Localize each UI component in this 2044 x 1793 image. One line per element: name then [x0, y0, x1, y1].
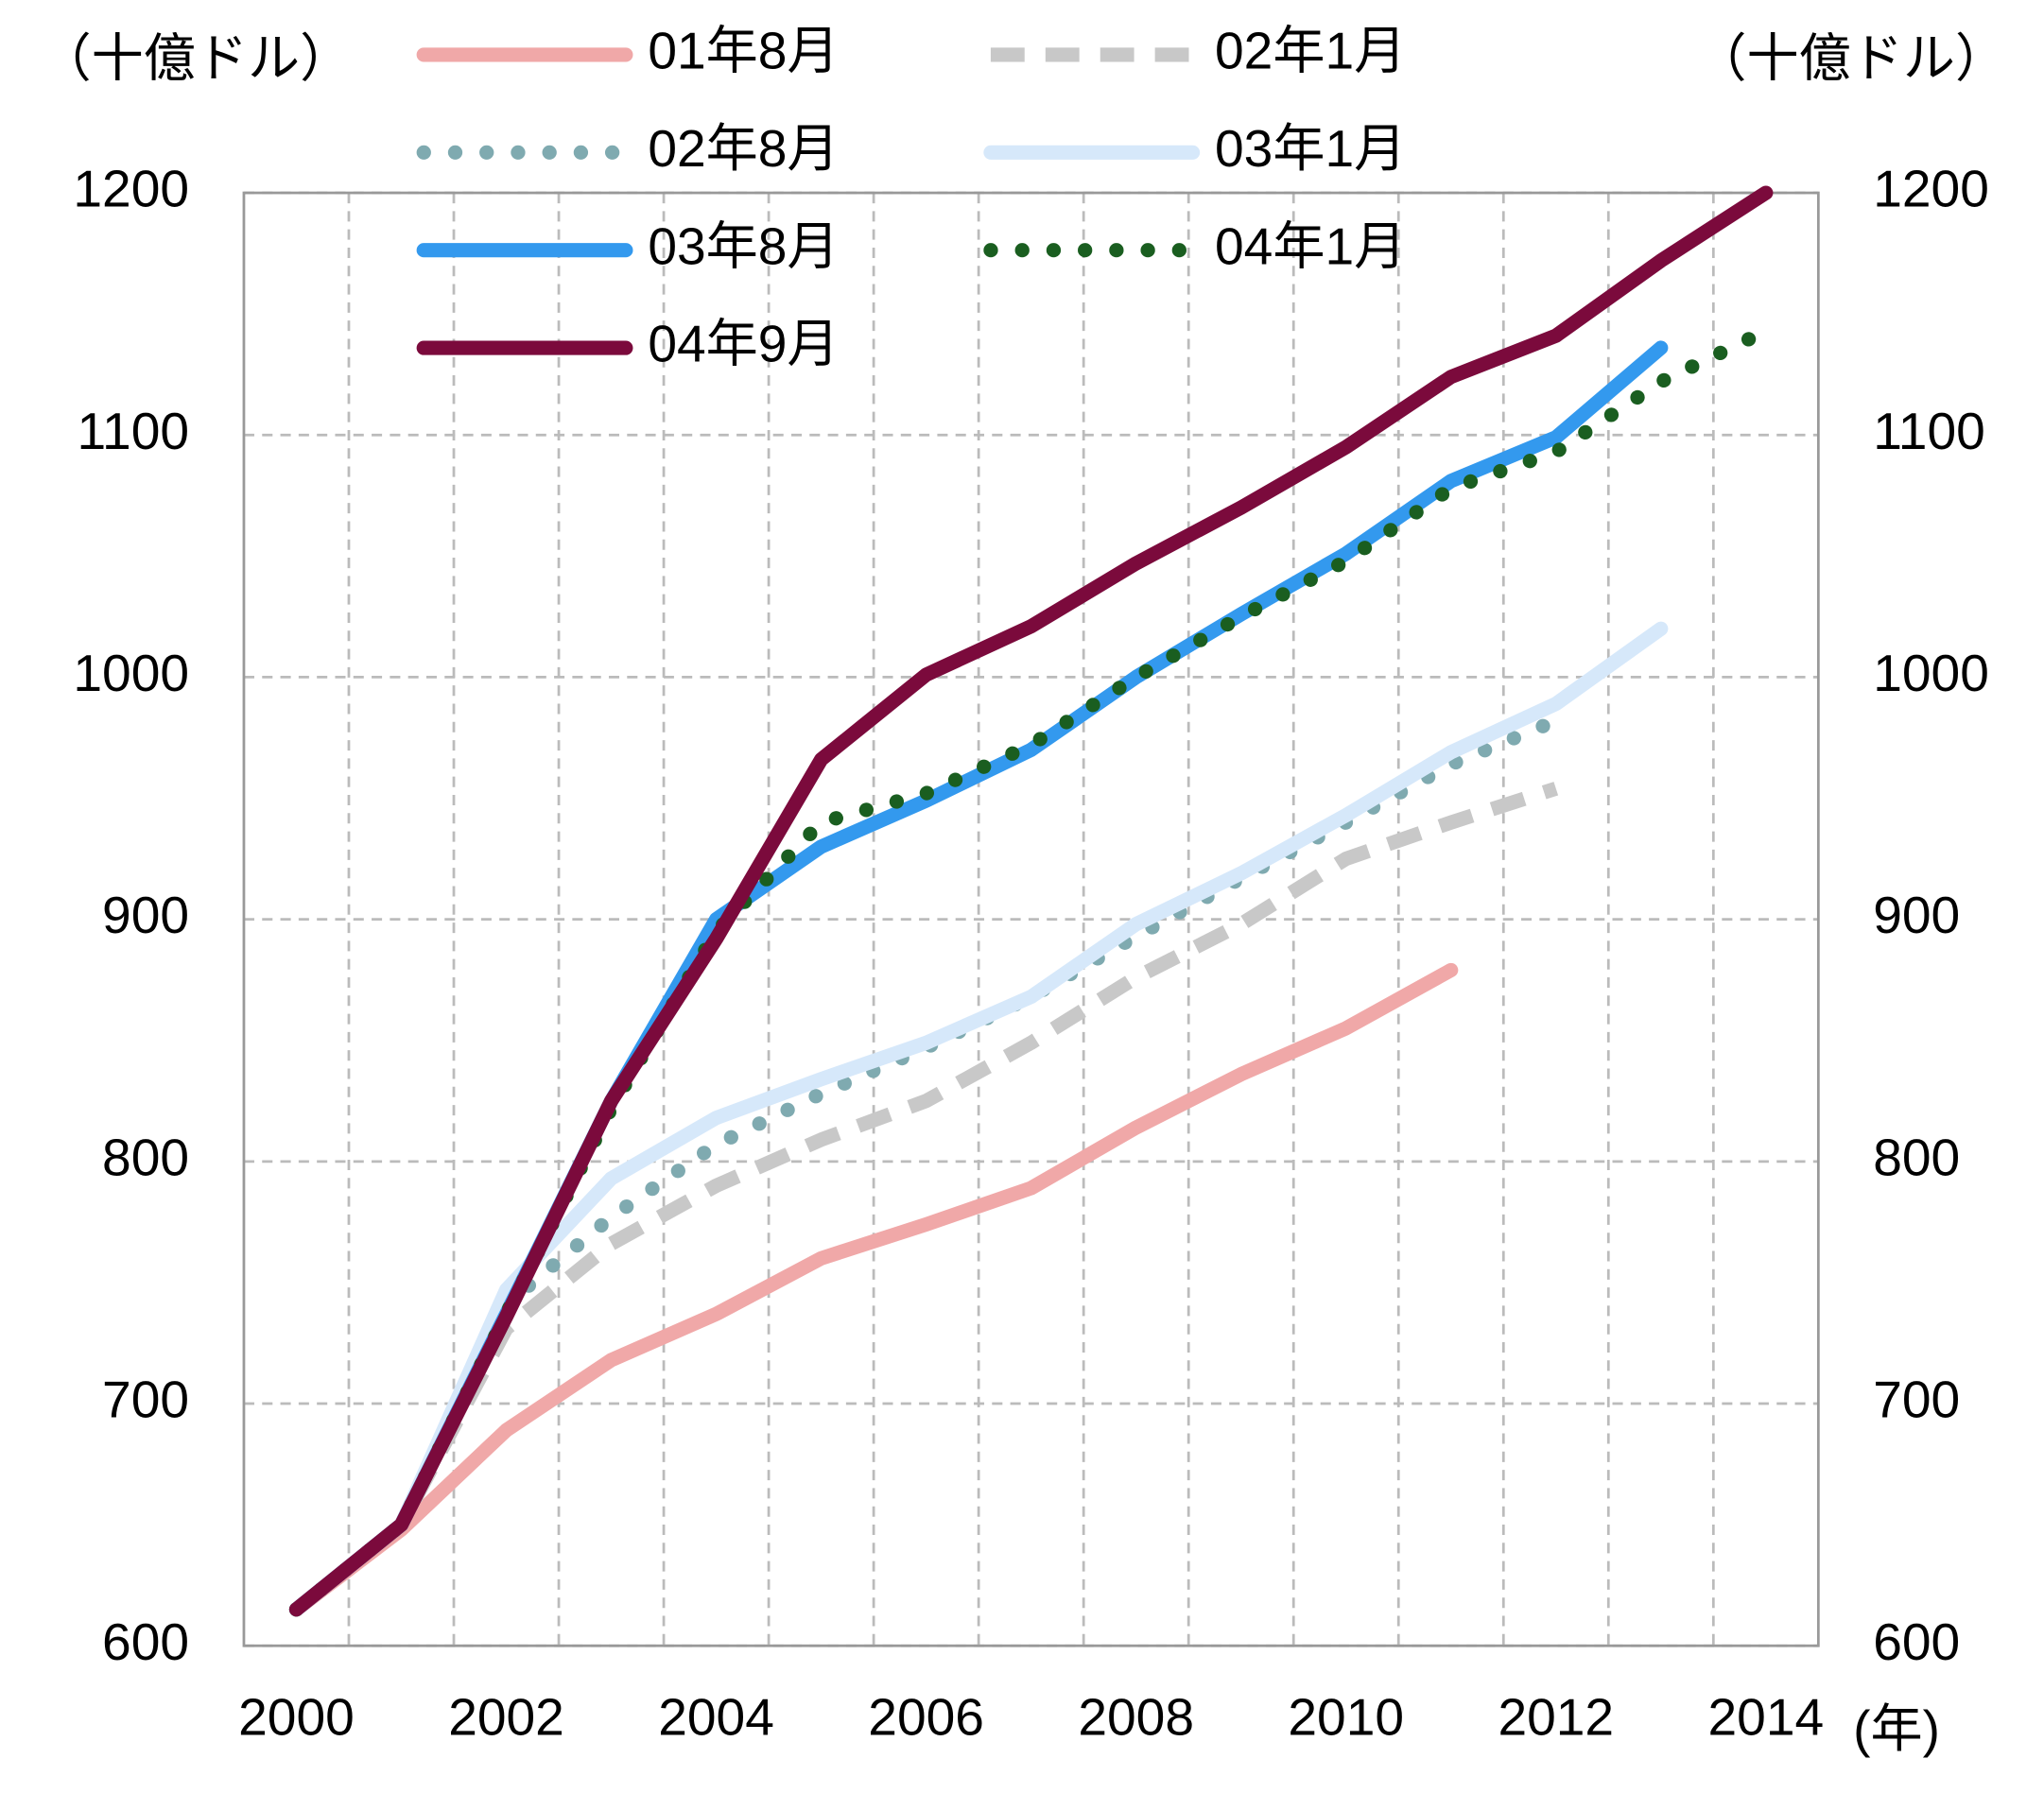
- legend-label: 03年8月: [648, 216, 839, 275]
- legend-label: 04年9月: [648, 315, 839, 373]
- legend-label: 03年1月: [1215, 119, 1406, 178]
- x-tick-label: 2000: [238, 1688, 355, 1747]
- series-line: [288, 962, 1459, 1617]
- x-tick-label: 2014: [1708, 1688, 1825, 1747]
- x-tick-label: 2012: [1498, 1688, 1614, 1747]
- x-tick-label: 2002: [448, 1688, 564, 1747]
- legend-label: 01年8月: [648, 21, 839, 79]
- y-tick-label: 900: [102, 886, 189, 944]
- y-axis-label: （十億ドル）: [40, 29, 353, 88]
- y2-tick-label: 800: [1873, 1128, 1960, 1186]
- y2-tick-label: 1200: [1873, 160, 1989, 218]
- y-tick-label: 1000: [73, 644, 189, 702]
- legend-label: 04年1月: [1215, 216, 1406, 275]
- y-tick-label: 600: [102, 1612, 189, 1671]
- y-tick-label: 700: [102, 1371, 189, 1429]
- y2-tick-label: 900: [1873, 886, 1960, 944]
- x-tick-label: 2010: [1288, 1688, 1404, 1747]
- y2-tick-label: 600: [1873, 1612, 1960, 1671]
- plot-frame: [242, 191, 1820, 1647]
- y2-tick-label: 1000: [1873, 644, 1989, 702]
- legend-label: 02年8月: [648, 119, 839, 178]
- y2-axis-label: （十億ドル）: [1694, 29, 2007, 88]
- legend-label: 02年1月: [1215, 21, 1406, 79]
- x-axis-unit: (年): [1853, 1699, 1940, 1758]
- y-tick-label: 800: [102, 1128, 189, 1186]
- x-tick-label: 2004: [658, 1688, 774, 1747]
- x-tick-label: 2008: [1078, 1688, 1194, 1747]
- y-tick-label: 1200: [73, 160, 189, 218]
- series-line: [291, 782, 1559, 1615]
- y2-tick-label: 1100: [1873, 402, 1985, 460]
- y-tick-label: 1100: [78, 402, 190, 460]
- series-line: [288, 185, 1774, 1617]
- x-tick-label: 2006: [868, 1688, 984, 1747]
- y2-tick-label: 700: [1873, 1371, 1960, 1429]
